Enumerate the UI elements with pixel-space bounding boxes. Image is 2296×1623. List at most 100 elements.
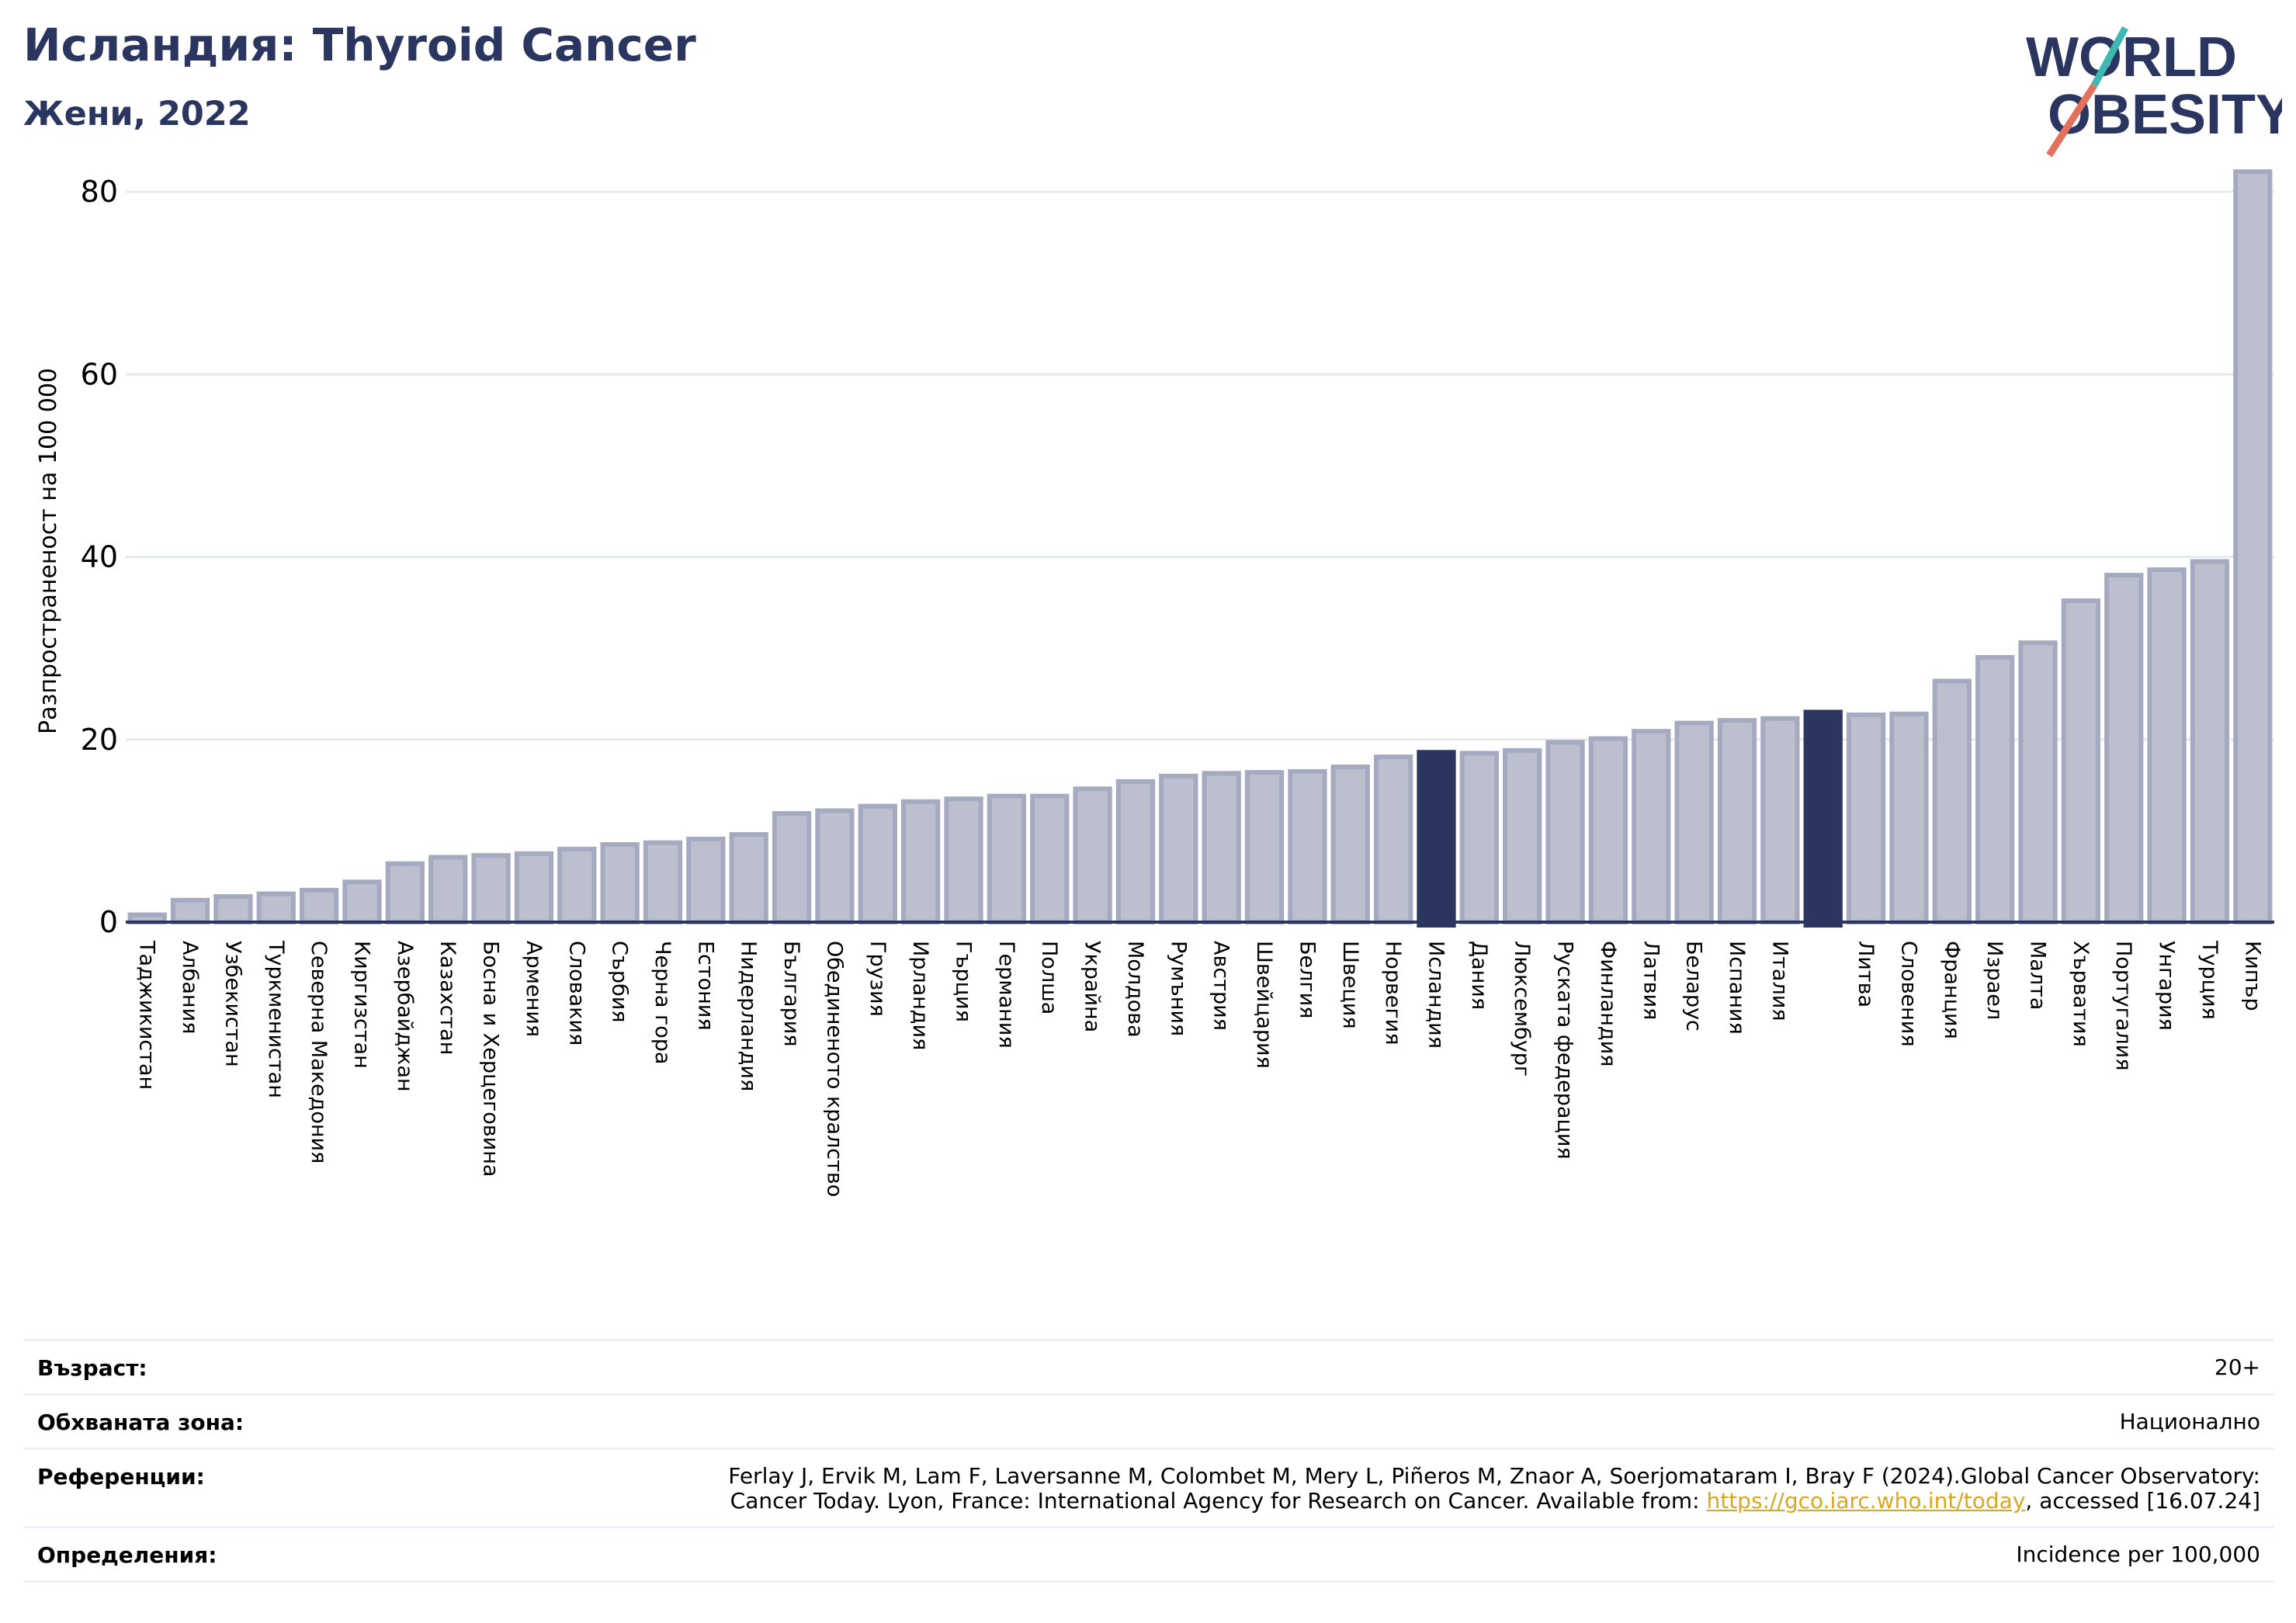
bar	[170, 897, 210, 925]
chart-title: Исландия: Thyroid Cancer	[23, 19, 696, 71]
x-tick-label: Молдова	[1123, 941, 1147, 1038]
bar	[1503, 747, 1542, 925]
bar	[1417, 750, 1456, 928]
bar	[643, 840, 683, 924]
x-tick-label: Литва	[1854, 941, 1878, 1007]
bar	[944, 796, 983, 924]
reference-link[interactable]: https://gco.iarc.who.int/today	[1706, 1488, 2026, 1514]
age-value: 20+	[2214, 1354, 2260, 1380]
bar	[1632, 729, 1671, 925]
bar	[299, 887, 339, 925]
bar	[1030, 793, 1070, 924]
bar	[2018, 640, 2058, 924]
logo-word-world: WORLD	[2026, 26, 2237, 88]
area-label: Обхваната зона:	[37, 1410, 245, 1435]
x-tick-label: Исландия	[1424, 941, 1448, 1049]
info-row-age: Възраст: 20+	[23, 1339, 2274, 1393]
reference-text-2: Cancer Today. Lyon, France: Internationa…	[730, 1488, 1707, 1514]
x-tick-label: Кипър	[2240, 941, 2264, 1011]
bar	[2061, 598, 2101, 924]
x-tick-label: Словения	[1896, 941, 1920, 1047]
x-tick-label: Украйна	[1080, 941, 1105, 1032]
area-value: Национално	[2119, 1409, 2260, 1434]
bar	[858, 803, 897, 924]
x-tick-label: Черна гора	[650, 941, 675, 1064]
bar	[2233, 169, 2273, 924]
bar	[256, 891, 296, 924]
y-tick-label: 20	[81, 723, 118, 757]
bar	[471, 853, 511, 924]
x-tick-label: Таджикистан	[135, 940, 159, 1090]
bar	[600, 842, 640, 924]
x-tick-label: Белгия	[1295, 941, 1319, 1018]
x-tick-label: Руската федерация	[1553, 941, 1577, 1160]
bar	[2104, 573, 2144, 924]
x-tick-label: Германия	[994, 941, 1018, 1049]
x-tick-label: Швеция	[1338, 941, 1362, 1029]
x-tick-label: Туркменистан	[264, 940, 288, 1098]
x-tick-label: Португалия	[2111, 941, 2135, 1070]
x-tick-label: Беларус	[1682, 941, 1706, 1032]
bar	[729, 832, 768, 924]
definitions-value: Incidence per 100,000	[2016, 1542, 2260, 1567]
bar	[1760, 716, 1800, 924]
x-tick-label: Гърция	[952, 941, 976, 1022]
x-tick-label: Италия	[1767, 941, 1791, 1021]
x-tick-label: България	[779, 941, 803, 1047]
bar	[1588, 736, 1628, 924]
bar	[213, 894, 253, 924]
bar	[1330, 765, 1370, 924]
x-tick-label: Полша	[1037, 941, 1061, 1014]
chart-subtitle: Жени, 2022	[23, 95, 251, 134]
info-row-references: Референции: Ferlay J, Ervik M, Lam F, La…	[23, 1448, 2274, 1526]
x-tick-label: Израел	[1982, 941, 2006, 1020]
x-tick-label: Северна Македония	[307, 941, 331, 1163]
world-obesity-logo: WORLD OBESITY	[2026, 26, 2282, 158]
x-tick-label: Франция	[1940, 941, 1964, 1039]
bar	[987, 793, 1027, 924]
y-tick-labels: 0 20 40 60 80	[81, 175, 118, 939]
age-label: Възраст:	[37, 1355, 147, 1381]
x-tick-label: Азербайджан	[393, 941, 417, 1092]
x-tick-label: Финландия	[1596, 941, 1620, 1066]
bar	[1373, 754, 1413, 924]
bar	[514, 851, 554, 925]
bar	[1159, 773, 1198, 924]
info-row-area: Обхваната зона: Национално	[23, 1393, 2274, 1448]
x-tick-label: Албания	[178, 941, 202, 1034]
bar	[428, 855, 468, 924]
x-tick-label: Естония	[693, 941, 717, 1031]
x-tick-label: Дания	[1467, 941, 1491, 1010]
x-tick-label: Грузия	[865, 941, 890, 1017]
x-tick-label: Казахстан	[435, 941, 460, 1055]
bar-chart: 0 20 40 60 80 Таджикистан Албания Узбекистан Ту…	[35, 169, 2274, 1197]
reference-text-1: Ferlay J, Ervik M, Lam F, Laversanne M, …	[728, 1463, 2260, 1489]
x-tick-label: Армения	[522, 941, 546, 1037]
bar	[385, 861, 425, 924]
x-tick-label: Босна и Херцеговина	[479, 941, 503, 1177]
bar	[1073, 786, 1112, 924]
x-tick-label: Хърватия	[2069, 941, 2093, 1047]
bar	[1975, 654, 2015, 925]
x-tick-label: Австрия	[1209, 941, 1233, 1031]
x-tick-label: Латвия	[1639, 941, 1663, 1020]
bar	[1288, 768, 1327, 925]
y-tick-label: 0	[99, 905, 118, 939]
x-tick-label: Малта	[2026, 941, 2050, 1010]
bar	[1932, 678, 1972, 924]
bar	[1459, 751, 1499, 925]
definitions-label: Определения:	[37, 1542, 217, 1568]
bar	[772, 811, 812, 924]
reference-text-3: , accessed [16.07.24]	[2025, 1488, 2260, 1514]
bar	[686, 836, 726, 925]
bars	[127, 169, 2273, 928]
y-axis-label: Разпространеност на 100 000	[35, 368, 62, 734]
x-tick-label: Норвегия	[1381, 941, 1405, 1045]
x-tick-label: Турция	[2197, 940, 2221, 1020]
x-tick-label: Обединеното кралство	[822, 941, 846, 1197]
x-tick-label: Сърбия	[608, 941, 632, 1023]
y-tick-label: 40	[81, 540, 118, 574]
bar	[1803, 709, 1843, 928]
bar	[1889, 711, 1929, 924]
y-tick-label: 80	[81, 175, 118, 209]
